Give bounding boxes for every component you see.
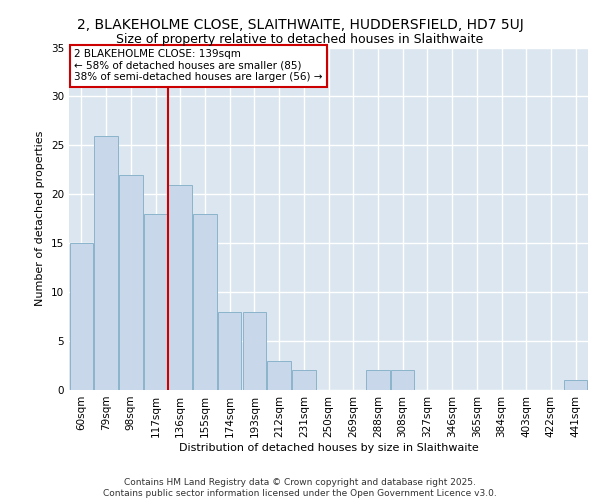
Bar	[564, 380, 587, 390]
Text: 2 BLAKEHOLME CLOSE: 139sqm
← 58% of detached houses are smaller (85)
38% of semi: 2 BLAKEHOLME CLOSE: 139sqm ← 58% of deta…	[74, 49, 323, 82]
Bar	[144, 214, 167, 390]
Bar	[193, 214, 217, 390]
Text: 2, BLAKEHOLME CLOSE, SLAITHWAITE, HUDDERSFIELD, HD7 5UJ: 2, BLAKEHOLME CLOSE, SLAITHWAITE, HUDDER…	[77, 18, 523, 32]
Y-axis label: Number of detached properties: Number of detached properties	[35, 131, 46, 306]
Bar	[242, 312, 266, 390]
Bar	[70, 243, 93, 390]
Bar	[268, 360, 291, 390]
Text: Size of property relative to detached houses in Slaithwaite: Size of property relative to detached ho…	[116, 32, 484, 46]
Text: Contains HM Land Registry data © Crown copyright and database right 2025.
Contai: Contains HM Land Registry data © Crown c…	[103, 478, 497, 498]
Bar	[292, 370, 316, 390]
Bar	[218, 312, 241, 390]
X-axis label: Distribution of detached houses by size in Slaithwaite: Distribution of detached houses by size …	[179, 442, 478, 452]
Bar	[169, 184, 192, 390]
Bar	[366, 370, 389, 390]
Bar	[119, 174, 143, 390]
Bar	[391, 370, 415, 390]
Bar	[94, 136, 118, 390]
